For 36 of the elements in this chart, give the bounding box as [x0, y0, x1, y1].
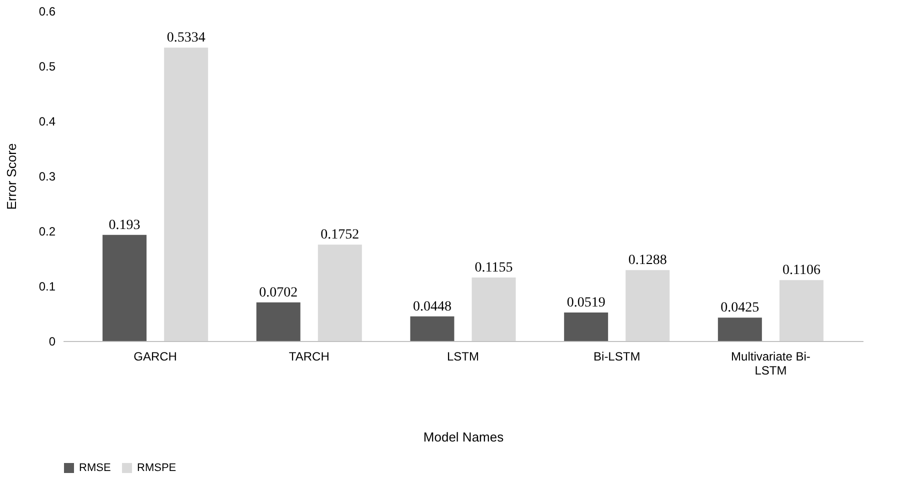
y-tick-label: 0.2 — [38, 224, 56, 238]
x-axis-title: Model Names — [423, 430, 504, 444]
data-label: 0.0519 — [566, 295, 606, 310]
data-label: 0.1752 — [320, 228, 360, 243]
bar — [779, 280, 824, 341]
y-tick-label: 0.3 — [38, 170, 56, 184]
x-tick-label: LSTM — [446, 350, 480, 364]
bar — [564, 312, 608, 341]
x-tick-label: Multivariate Bi-LSTM — [731, 350, 810, 378]
bar — [102, 234, 147, 341]
data-label: 0.1155 — [474, 260, 513, 276]
x-tick-label: GARCH — [134, 350, 177, 364]
bar — [164, 48, 208, 341]
x-tick-label: Bi-LSTM — [594, 350, 640, 364]
data-label: 0.1106 — [782, 263, 820, 278]
bar — [256, 302, 300, 341]
bar — [410, 316, 454, 341]
data-label: 0.193 — [108, 218, 140, 233]
data-label: 0.0702 — [259, 285, 298, 300]
bar — [718, 318, 762, 341]
y-tick-label: 0.6 — [38, 4, 56, 18]
legend-label: RMSE — [79, 462, 111, 474]
legend-label: RMSPE — [137, 462, 176, 474]
data-label: 0.0448 — [412, 299, 452, 314]
y-tick-label: 0.5 — [38, 60, 56, 74]
x-tick-label: TARCH — [288, 350, 330, 364]
y-tick-label: 0.1 — [38, 280, 56, 294]
y-axis-title: Error Score — [4, 143, 19, 210]
bar — [472, 277, 516, 341]
bar — [318, 244, 362, 341]
data-label: 0.0425 — [720, 300, 760, 316]
y-tick-label: 0 — [48, 334, 56, 348]
data-label: 0.1288 — [628, 253, 667, 268]
data-label: 0.5334 — [166, 30, 206, 46]
bar — [626, 270, 670, 341]
y-tick-label: 0.4 — [38, 114, 56, 128]
